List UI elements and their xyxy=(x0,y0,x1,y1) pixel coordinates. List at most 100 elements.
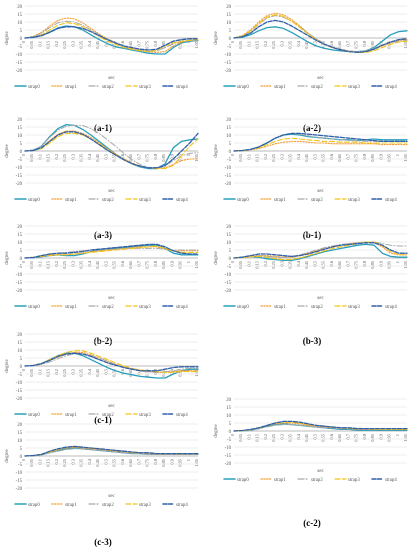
y-tick-label: -20 xyxy=(16,289,23,294)
x-axis-label: sec xyxy=(317,189,324,194)
legend-label-strap2: strap2 xyxy=(102,85,114,90)
caption-c-2: (c-2) xyxy=(303,518,321,528)
x-tick-label: 0.55 xyxy=(112,368,117,376)
y-tick-label: 10 xyxy=(226,241,231,246)
legend-label-strap2: strap2 xyxy=(311,305,323,310)
panel-a-1: 20 15 10 5 0 -5 -10 -15 -20 0 0.05 0.1 0.15 0.2 0.25 0.… xyxy=(3,2,203,130)
x-tick-label: 0.65 xyxy=(337,153,342,161)
x-axis-label: sec xyxy=(108,296,115,301)
x-tick-label: 0.1 xyxy=(37,369,42,375)
y-tick-label: -5 xyxy=(227,265,232,270)
x-tick-label: 0.3 xyxy=(70,368,75,374)
x-tick-label: 0.65 xyxy=(128,260,133,268)
legend-label-strap4: strap4 xyxy=(176,85,188,90)
y-tick-label: -5 xyxy=(18,373,23,378)
x-tick-label: 1.05 xyxy=(194,260,199,268)
x-tick-label: 0.3 xyxy=(70,40,75,46)
legend-label-strap0: strap0 xyxy=(28,305,40,310)
y-tick-label: 15 xyxy=(226,126,231,131)
series-line-strap3 xyxy=(24,350,199,373)
x-tick-label: 0.75 xyxy=(145,40,150,48)
x-tick-label: 0.3 xyxy=(279,433,284,439)
series-line-strap1 xyxy=(233,241,408,259)
x-tick-label: 0.4 xyxy=(296,433,301,439)
legend-label-strap0: strap0 xyxy=(28,85,40,90)
x-tick-label: 0.95 xyxy=(178,40,183,48)
panel-a-2: 20 15 10 5 0 -5 -10 -15 -20 0 0.05 0.1 0.15 0.2 0.25 0.… xyxy=(212,2,412,130)
x-tick-label: 0.1 xyxy=(246,41,251,47)
x-tick-label: 0.25 xyxy=(62,153,67,161)
legend-label-strap2: strap2 xyxy=(102,503,114,508)
x-tick-label: 0 xyxy=(230,260,235,263)
x-tick-label: 0.55 xyxy=(112,40,117,48)
legend-label-strap1: strap1 xyxy=(65,305,77,310)
y-tick-label: -5 xyxy=(227,45,232,50)
x-tick-label: 0.1 xyxy=(37,41,42,47)
legend-label-strap4: strap4 xyxy=(176,503,188,508)
x-tick-label: 0.45 xyxy=(95,368,100,376)
x-tick-label: 0.2 xyxy=(263,41,268,47)
series-line-strap3 xyxy=(24,245,199,259)
y-tick-label: -20 xyxy=(225,462,232,467)
x-tick-label: 0 xyxy=(21,458,26,461)
x-tick-label: 0.9 xyxy=(169,260,174,266)
x-tick-label: 0.05 xyxy=(29,458,34,466)
y-tick-label: 5 xyxy=(20,447,23,452)
legend-label-strap3: strap3 xyxy=(139,198,151,203)
x-tick-label: 0.9 xyxy=(169,153,174,159)
legend-label-strap4: strap4 xyxy=(176,413,188,418)
y-tick-label: -10 xyxy=(225,273,232,278)
x-tick-label: 0.15 xyxy=(46,368,51,376)
legend-label-strap1: strap1 xyxy=(65,198,77,203)
x-tick-label: 0 xyxy=(230,433,235,436)
caption-b-3: (b-3) xyxy=(302,336,322,346)
x-tick-label: 0.25 xyxy=(62,368,67,376)
legend-label-strap0: strap0 xyxy=(28,198,40,203)
x-tick-label: 0.7 xyxy=(345,260,350,266)
x-tick-label: 0.05 xyxy=(238,153,243,161)
x-tick-label: 0.6 xyxy=(329,260,334,266)
x-tick-label: 1 xyxy=(395,154,400,156)
x-tick-label: 0.8 xyxy=(362,153,367,159)
x-tick-label: 0.45 xyxy=(304,153,309,161)
x-tick-label: 0.4 xyxy=(87,260,92,266)
x-tick-label: 0.05 xyxy=(29,368,34,376)
x-tick-label: 0.75 xyxy=(145,368,150,376)
legend-label-strap1: strap1 xyxy=(274,85,286,90)
x-tick-label: 0 xyxy=(21,260,26,263)
series-line-strap2 xyxy=(24,124,199,170)
y-axis-label: degree xyxy=(5,31,10,45)
y-tick-label: 20 xyxy=(17,423,22,428)
x-tick-label: 0.45 xyxy=(304,260,309,268)
y-axis-label: degree xyxy=(5,449,10,463)
legend-label-strap4: strap4 xyxy=(385,85,397,90)
x-tick-label: 0.3 xyxy=(279,153,284,159)
y-tick-label: 0 xyxy=(229,430,232,435)
x-tick-label: 0.35 xyxy=(79,260,84,268)
legend-label-strap3: strap3 xyxy=(348,478,360,483)
x-tick-label: 0.2 xyxy=(54,369,59,375)
y-tick-label: 0 xyxy=(20,257,23,262)
x-tick-label: 1.05 xyxy=(403,433,408,441)
series-line-strap2 xyxy=(24,448,199,457)
y-tick-label: 5 xyxy=(20,142,23,147)
x-tick-label: 0.25 xyxy=(62,458,67,466)
legend-label-strap3: strap3 xyxy=(139,413,151,418)
y-axis-label: degree xyxy=(214,31,219,45)
legend-label-strap4: strap4 xyxy=(176,198,188,203)
y-tick-label: 0 xyxy=(20,455,23,460)
x-tick-label: 0.75 xyxy=(145,260,150,268)
x-axis-label: sec xyxy=(108,494,115,499)
x-tick-label: 0.35 xyxy=(288,40,293,48)
y-tick-label: 0 xyxy=(20,37,23,42)
x-tick-label: 0.85 xyxy=(370,260,375,268)
x-tick-label: 0.5 xyxy=(103,458,108,464)
x-tick-label: 0.1 xyxy=(246,154,251,160)
x-tick-label: 0.05 xyxy=(238,433,243,441)
legend-label-strap1: strap1 xyxy=(274,305,286,310)
x-tick-label: 0.6 xyxy=(329,40,334,46)
x-tick-label: 0.65 xyxy=(337,40,342,48)
legend-label-strap0: strap0 xyxy=(28,413,40,418)
